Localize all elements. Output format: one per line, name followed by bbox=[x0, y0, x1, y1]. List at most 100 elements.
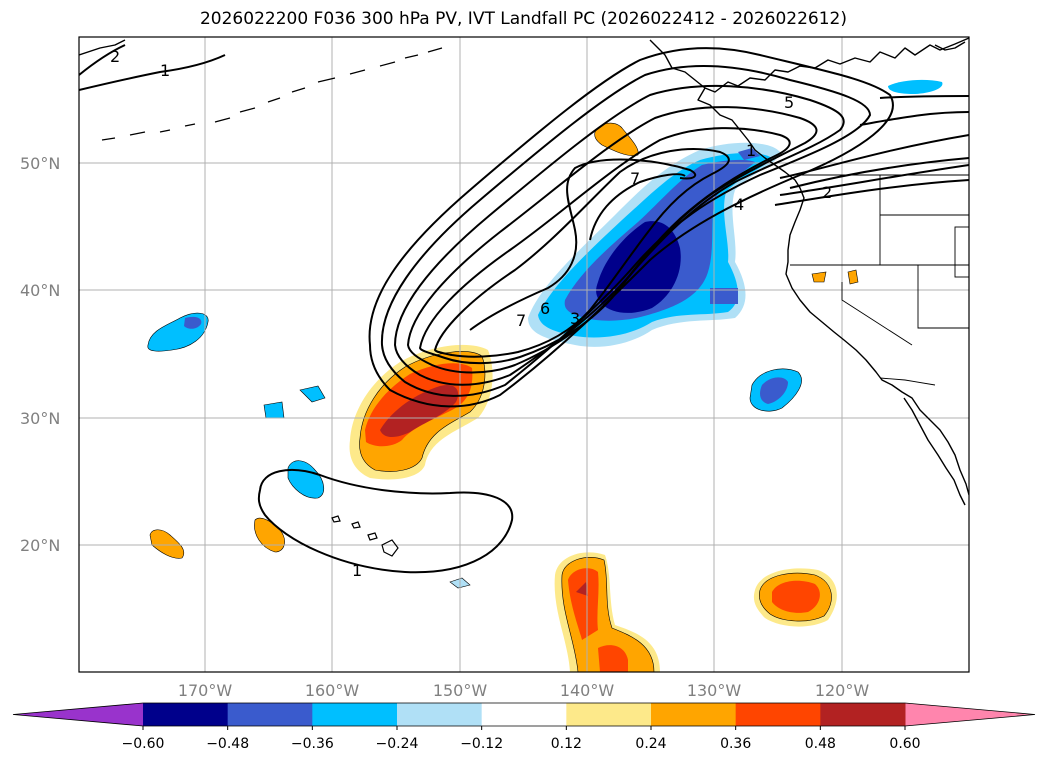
contour-1-outer bbox=[368, 47, 894, 408]
colorbar-segment bbox=[481, 703, 567, 726]
contour-5 bbox=[418, 127, 791, 365]
lon-label: 150°W bbox=[433, 681, 488, 700]
contour-4 bbox=[406, 106, 818, 374]
lat-label: 20°N bbox=[20, 536, 60, 555]
contour-labels: 2 1 5 1 7 4 2 7 6 3 1 bbox=[110, 47, 832, 580]
border-us-mexico bbox=[879, 377, 936, 386]
colorbar-tick-label: −0.60 bbox=[122, 736, 165, 752]
negative-blob-170w-in bbox=[184, 316, 202, 329]
longitude-labels: 170°W 160°W 150°W 140°W 130°W 120°W bbox=[178, 681, 870, 700]
contour-east-3 bbox=[779, 164, 969, 196]
contour-label: 4 bbox=[734, 195, 744, 214]
island-hawaii-big bbox=[381, 539, 399, 557]
latitude-labels: 50°N 40°N 30°N 20°N bbox=[20, 154, 60, 555]
contour-label: 1 bbox=[746, 141, 756, 160]
pv-contours bbox=[79, 44, 969, 574]
lat-label: 30°N bbox=[20, 409, 60, 428]
contour-7-inner bbox=[589, 173, 686, 241]
colorbar-extend-max bbox=[905, 703, 1035, 726]
contour-label: 6 bbox=[540, 299, 550, 318]
lon-label: 140°W bbox=[560, 681, 615, 700]
coast-siberia bbox=[79, 39, 126, 56]
contour-east-6 bbox=[859, 111, 969, 126]
positive-blob-124w-red bbox=[772, 580, 820, 613]
island-maui bbox=[367, 532, 378, 541]
map-frame bbox=[78, 36, 970, 673]
border-box-east bbox=[954, 226, 969, 278]
contour-east-1 bbox=[779, 134, 969, 179]
contour-label: 2 bbox=[822, 183, 832, 202]
contour-2-nw bbox=[79, 44, 126, 76]
coast-baja bbox=[903, 397, 966, 506]
island-kauai bbox=[331, 515, 341, 523]
contour-label: 1 bbox=[352, 561, 362, 580]
negative-blob-162w bbox=[299, 385, 326, 403]
lat-label: 40°N bbox=[20, 281, 60, 300]
colorbar-tick-label: 0.36 bbox=[720, 736, 751, 752]
contour-label: 7 bbox=[630, 169, 640, 188]
contour-label: 5 bbox=[784, 93, 794, 112]
coast-north-america bbox=[697, 37, 969, 496]
colorbar-segment bbox=[735, 703, 821, 726]
contour-1-nw bbox=[79, 54, 226, 91]
colorbar-tick-label: −0.36 bbox=[291, 736, 334, 752]
coastlines bbox=[79, 37, 969, 506]
negative-field-patch bbox=[710, 288, 738, 304]
positive-blob-172w bbox=[149, 529, 185, 559]
contour-2 bbox=[380, 64, 872, 397]
coast-canada-north bbox=[934, 41, 966, 51]
positive-anomaly-fields bbox=[149, 122, 859, 672]
negative-blob-115w bbox=[888, 79, 943, 94]
colorbar-tick-label: −0.48 bbox=[206, 736, 249, 752]
positive-blob-122w-b bbox=[847, 269, 859, 285]
colorbar-segment bbox=[651, 703, 737, 726]
island-oahu bbox=[351, 521, 361, 529]
positive-field-core bbox=[380, 384, 459, 437]
negative-blob-alaska bbox=[738, 148, 760, 160]
contour-1-south bbox=[257, 469, 514, 574]
colorbar-tick-label: 0.24 bbox=[635, 736, 666, 752]
hawaii-islands bbox=[331, 515, 399, 557]
border-states-1 bbox=[790, 175, 969, 346]
colorbar-tick-label: 0.48 bbox=[805, 736, 836, 752]
lon-label: 120°W bbox=[815, 681, 870, 700]
contour-label: 2 bbox=[110, 47, 120, 66]
contour-east-5 bbox=[879, 95, 969, 99]
positive-blob-140w-red bbox=[568, 568, 599, 640]
lon-label: 130°W bbox=[687, 681, 742, 700]
colorbar-segment bbox=[566, 703, 652, 726]
contour-label: 1 bbox=[160, 61, 170, 80]
colorbar-segment bbox=[143, 703, 229, 726]
lat-label: 50°N bbox=[20, 154, 60, 173]
contour-7 bbox=[469, 158, 697, 331]
lon-label: 160°W bbox=[305, 681, 360, 700]
contour-east-4 bbox=[774, 179, 969, 206]
map-title: 2026022200 F036 300 hPa PV, IVT Landfall… bbox=[199, 9, 847, 29]
contour-6 bbox=[433, 148, 730, 358]
colorbar-segment bbox=[820, 703, 906, 726]
map-layers: 2 1 5 1 7 4 2 7 6 3 1 bbox=[79, 37, 969, 672]
positive-blob-140w-red2 bbox=[598, 645, 628, 672]
coast-aleutians bbox=[101, 47, 443, 141]
positive-blob-140w-core bbox=[576, 582, 588, 596]
contour-label: 7 bbox=[516, 311, 526, 330]
positive-blob-122w-a bbox=[811, 271, 827, 283]
colorbar-segment bbox=[397, 703, 483, 726]
colorbar-extend-min bbox=[13, 703, 143, 726]
negative-blob-165w bbox=[263, 401, 285, 419]
colorbar-tick-label: 0.12 bbox=[551, 736, 582, 752]
colorbar-tick-label: −0.12 bbox=[460, 736, 503, 752]
negative-blob-125w-in bbox=[760, 377, 788, 404]
gridlines bbox=[79, 37, 969, 672]
contour-label: 3 bbox=[570, 309, 580, 328]
contour-east-2 bbox=[789, 157, 969, 189]
lon-label: 170°W bbox=[178, 681, 233, 700]
colorbar-segment bbox=[227, 703, 313, 726]
contour-3 bbox=[393, 84, 845, 386]
colorbar-tick-label: 0.60 bbox=[889, 736, 920, 752]
political-borders bbox=[790, 174, 969, 386]
colorbar-tick-label: −0.24 bbox=[376, 736, 419, 752]
colorbar-segment bbox=[312, 703, 398, 726]
colorbar: −0.60 −0.48 −0.36 −0.24 −0.12 0.12 0.24 0.36 0.4… bbox=[12, 702, 1036, 752]
